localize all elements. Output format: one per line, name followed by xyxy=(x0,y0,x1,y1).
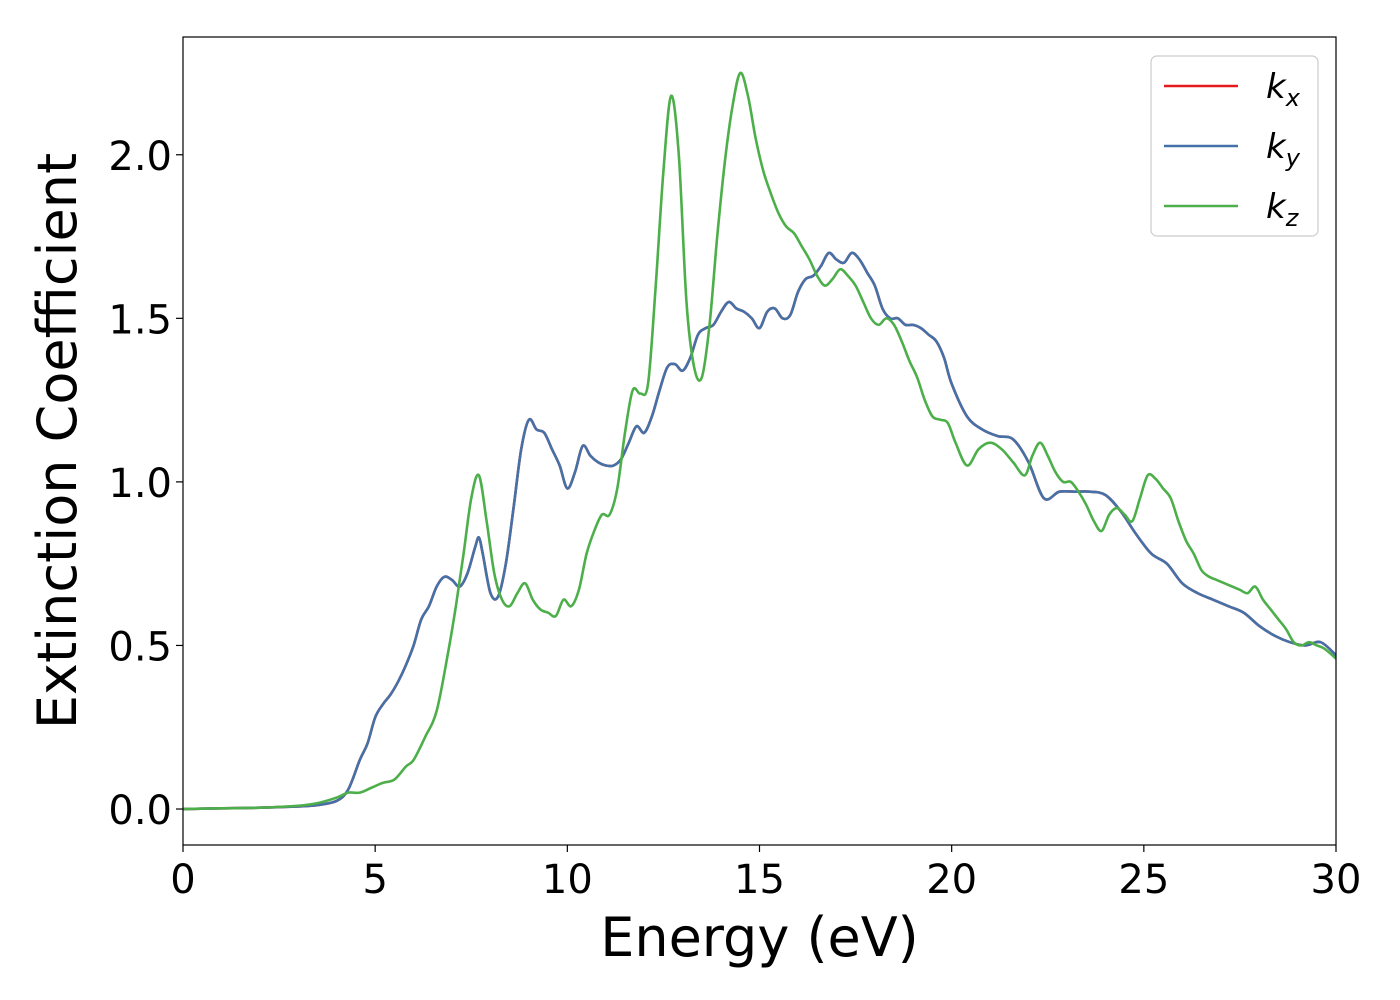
x-tick-label: 20 xyxy=(926,857,977,903)
x-tick-label: 15 xyxy=(734,857,785,903)
y-tick-label: 0.5 xyxy=(108,624,172,670)
y-tick-label: 1.5 xyxy=(108,297,172,343)
y-axis-title: Extinction Coefficient xyxy=(26,153,89,729)
y-axis: 0.0 0.5 1.0 1.5 2.0 xyxy=(108,134,183,834)
legend-label-k-y: ky xyxy=(1266,127,1301,172)
legend-label-subscript: z xyxy=(1285,204,1300,232)
series-layer xyxy=(183,71,1336,811)
x-tick-label: 25 xyxy=(1118,857,1169,903)
y-tick-label: 2.0 xyxy=(108,134,172,180)
y-tick-label: 1.0 xyxy=(108,461,172,507)
legend-label-subscript: x xyxy=(1285,84,1301,112)
x-tick-label: 10 xyxy=(542,857,593,903)
series-line-k-z xyxy=(183,71,1336,811)
series-line-k-y xyxy=(183,251,1336,811)
x-tick-label: 0 xyxy=(170,857,195,903)
x-tick-label: 5 xyxy=(362,857,387,903)
legend-label-k-x: kx xyxy=(1266,67,1301,112)
x-axis-title: Energy (eV) xyxy=(600,906,919,969)
legend-label-subscript: y xyxy=(1285,144,1301,172)
y-tick-label: 0.0 xyxy=(108,788,172,834)
x-tick-label: 30 xyxy=(1311,857,1362,903)
x-axis: 0 5 10 15 20 25 30 xyxy=(170,845,1361,903)
